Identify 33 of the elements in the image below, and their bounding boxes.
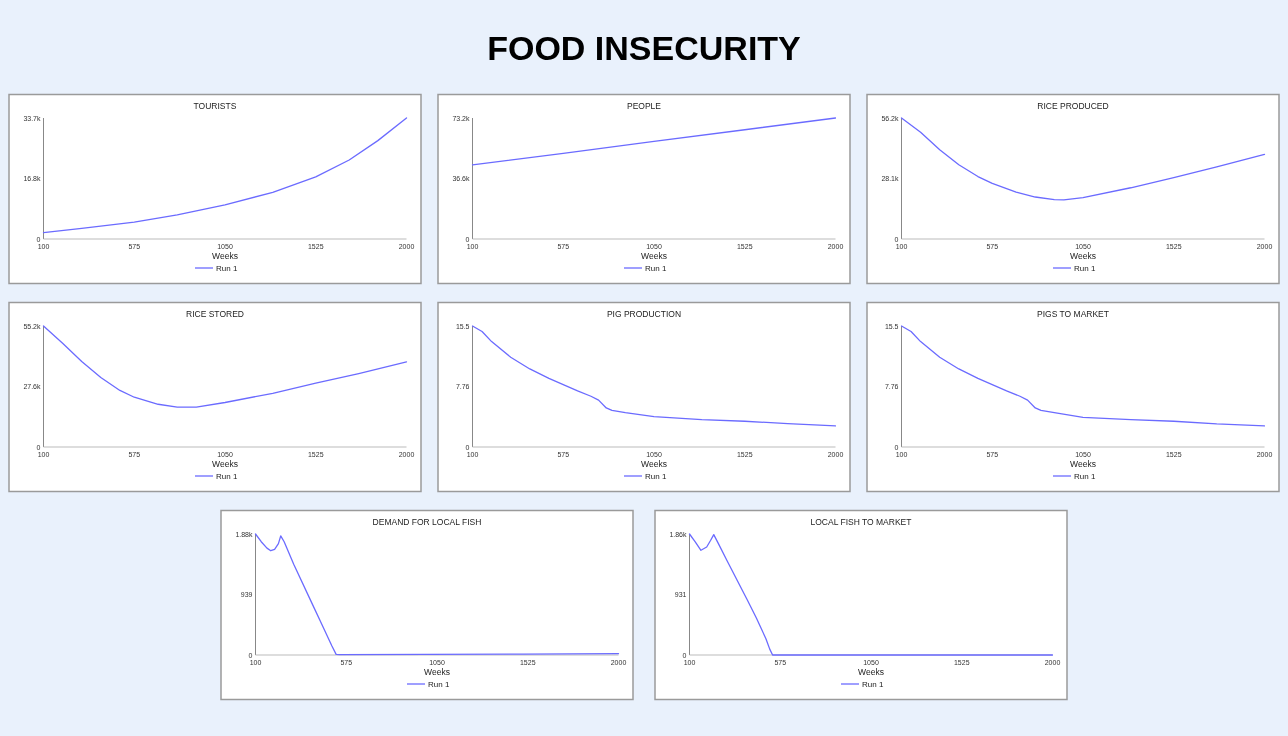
line-series bbox=[42, 325, 408, 408]
line-series bbox=[471, 117, 837, 166]
chart-title: DEMAND FOR LOCAL FISH bbox=[372, 517, 482, 527]
line-series bbox=[900, 325, 1266, 427]
legend-label: Run 1 bbox=[216, 472, 238, 481]
chart-title: PIGS TO MARKET bbox=[1037, 309, 1109, 319]
line-series bbox=[42, 117, 408, 234]
chart-title: LOCAL FISH TO MARKET bbox=[810, 517, 912, 527]
line-series bbox=[254, 533, 620, 656]
legend-label: Run 1 bbox=[862, 680, 884, 689]
chart-title: TOURISTS bbox=[193, 101, 237, 111]
legend-label: Run 1 bbox=[1074, 264, 1096, 273]
line-series bbox=[900, 117, 1266, 201]
chart-title: PIG PRODUCTION bbox=[606, 309, 682, 319]
chart-title: RICE PRODUCED bbox=[1037, 101, 1109, 111]
x-axis-title: Weeks bbox=[212, 459, 238, 469]
legend-label: Run 1 bbox=[428, 680, 450, 689]
x-axis-title: Weeks bbox=[1070, 459, 1096, 469]
text: FOOD INSECURITY bbox=[487, 29, 802, 67]
x-axis-title: Weeks bbox=[1070, 251, 1096, 261]
legend-label: Run 1 bbox=[1074, 472, 1096, 481]
legend-label: Run 1 bbox=[645, 472, 667, 481]
x-axis-title: Weeks bbox=[641, 459, 667, 469]
legend-label: Run 1 bbox=[216, 264, 238, 273]
x-axis-title: Weeks bbox=[212, 251, 238, 261]
x-axis-title: Weeks bbox=[858, 667, 884, 677]
line-series bbox=[471, 325, 837, 427]
legend-label: Run 1 bbox=[645, 264, 667, 273]
line-series bbox=[688, 533, 1054, 656]
x-axis-title: Weeks bbox=[424, 667, 450, 677]
chart-title: RICE STORED bbox=[186, 309, 244, 319]
chart-title: PEOPLE bbox=[626, 101, 662, 111]
x-axis-title: Weeks bbox=[641, 251, 667, 261]
